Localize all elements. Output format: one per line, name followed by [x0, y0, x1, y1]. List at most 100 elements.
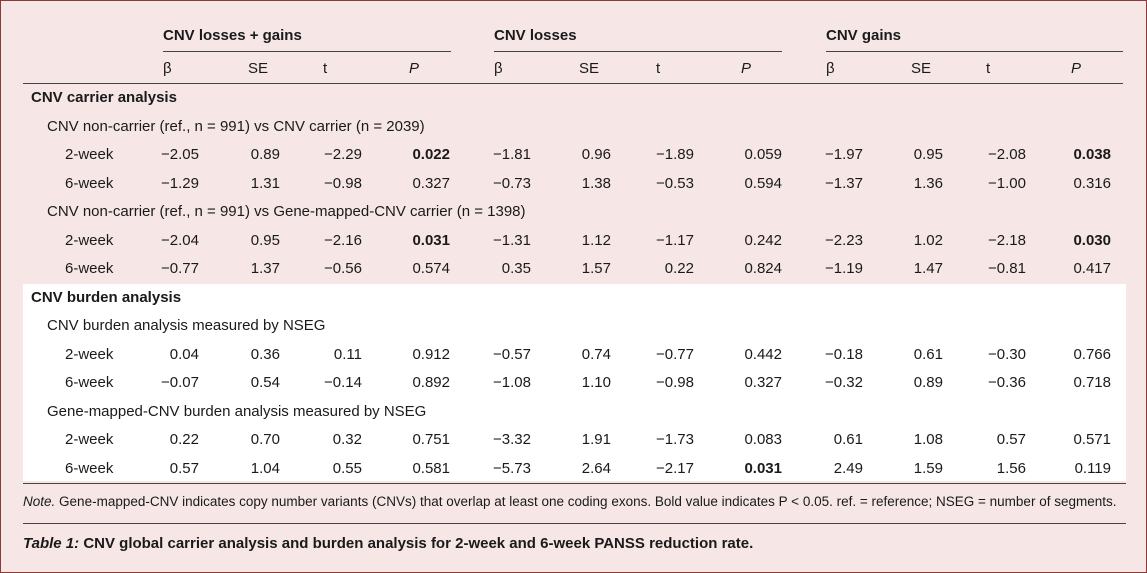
cell: 1.12 — [581, 231, 611, 249]
cell: 0.04 — [169, 345, 199, 363]
section-title: CNV carrier analysis — [31, 89, 177, 106]
cell: 0.581 — [412, 459, 450, 477]
caption-text: CNV global carrier analysis and burden a… — [83, 535, 754, 552]
column-header: SE — [579, 60, 600, 77]
cell: −1.37 — [825, 174, 863, 192]
column-header: P — [741, 60, 752, 77]
cell: −3.32 — [493, 431, 531, 448]
cell: 1.36 — [913, 174, 943, 192]
cell: −0.73 — [493, 174, 531, 192]
table-rule — [23, 483, 1126, 484]
cell: −2.05 — [161, 146, 199, 163]
group-rule — [494, 51, 782, 52]
cell: 0.327 — [744, 374, 782, 391]
subsection-title: CNV non-carrier (ref., n = 991) vs CNV c… — [47, 117, 425, 135]
cell: 0.574 — [412, 260, 450, 277]
cell: −1.00 — [988, 174, 1026, 192]
cell: −2.16 — [324, 231, 362, 249]
column-header: SE — [911, 60, 932, 77]
cell: 0.70 — [250, 431, 280, 448]
row-label: 2-week — [65, 146, 114, 163]
group-header: CNV gains — [826, 27, 902, 44]
cell: 0.031 — [744, 459, 782, 477]
cell: 0.61 — [913, 345, 943, 363]
cell: 0.766 — [1073, 345, 1111, 363]
cell: 0.95 — [250, 231, 280, 249]
cell: −0.30 — [988, 345, 1026, 363]
cell: 1.47 — [913, 260, 943, 277]
section-title: CNV burden analysis — [31, 288, 182, 306]
group-rule — [826, 51, 1123, 52]
row-label: 6-week — [65, 374, 114, 391]
column-header: t — [323, 60, 328, 77]
cell: 0.718 — [1073, 374, 1111, 391]
cell: 0.417 — [1073, 260, 1111, 277]
cell: −0.07 — [161, 374, 199, 391]
cell: −1.89 — [656, 146, 694, 163]
cell: −1.19 — [825, 260, 863, 277]
cell: −2.08 — [988, 146, 1026, 163]
cell: 0.22 — [169, 431, 199, 448]
cell: 0.74 — [581, 345, 611, 363]
cell: 0.892 — [412, 374, 450, 391]
column-header: β — [494, 60, 503, 77]
cell: 1.59 — [913, 459, 943, 477]
cell: 1.37 — [250, 260, 280, 277]
cell: 0.55 — [332, 459, 362, 477]
cell: 0.35 — [501, 260, 531, 277]
cell: −0.56 — [324, 260, 362, 277]
cell: 0.11 — [333, 345, 362, 363]
note-label: Note. — [23, 494, 56, 509]
subsection-title: Gene-mapped-CNV burden analysis measured… — [47, 402, 427, 420]
cell: 1.57 — [581, 260, 611, 277]
column-header: P — [1071, 60, 1082, 77]
cell: 0.57 — [996, 431, 1026, 448]
cell: 0.32 — [332, 431, 362, 448]
cell: −0.18 — [825, 345, 863, 363]
cell: 0.571 — [1073, 431, 1111, 448]
subsection-title: CNV non-carrier (ref., n = 991) vs Gene-… — [47, 203, 526, 220]
cell: 1.31 — [250, 174, 280, 192]
cell: 0.96 — [581, 146, 611, 163]
cell: 0.242 — [744, 231, 782, 249]
cell: −2.04 — [161, 231, 199, 249]
cell: 1.08 — [913, 431, 943, 448]
column-header: β — [163, 60, 172, 77]
cell: 0.22 — [664, 260, 694, 277]
column-header: SE — [248, 60, 269, 77]
cell: −0.36 — [988, 374, 1026, 391]
cell: 0.57 — [169, 459, 199, 477]
subsection-title: CNV burden analysis measured by NSEG — [47, 317, 326, 334]
cell: −0.77 — [161, 260, 199, 277]
cell: −0.77 — [656, 345, 694, 363]
cell: −0.53 — [656, 174, 694, 192]
cell: 0.038 — [1073, 146, 1111, 163]
header-rule — [23, 83, 1123, 84]
column-header: t — [656, 60, 661, 77]
row-label: 6-week — [65, 260, 114, 277]
cell: −2.23 — [825, 231, 863, 249]
row-label: 6-week — [65, 459, 114, 477]
row-label: 2-week — [65, 231, 114, 249]
column-header: P — [409, 60, 420, 77]
cell: 0.327 — [412, 174, 450, 192]
row-label: 6-week — [65, 174, 114, 192]
cell: 0.442 — [744, 345, 782, 363]
cell: 1.10 — [581, 374, 611, 391]
cell: 0.316 — [1073, 174, 1111, 192]
note-rule — [23, 523, 1126, 524]
cell: 2.49 — [833, 459, 863, 477]
cell: −1.17 — [656, 231, 694, 249]
cell: −0.98 — [324, 174, 362, 192]
row-label: 2-week — [65, 345, 114, 363]
cell: 1.38 — [581, 174, 611, 192]
group-rule — [163, 51, 451, 52]
cell: 1.02 — [913, 231, 943, 249]
cell: 0.059 — [744, 146, 782, 163]
cell: −5.73 — [493, 459, 531, 477]
cell: 0.083 — [744, 431, 782, 448]
group-header: CNV losses + gains — [163, 27, 302, 44]
cell: 0.119 — [1074, 459, 1111, 477]
cell: −1.81 — [493, 146, 531, 163]
